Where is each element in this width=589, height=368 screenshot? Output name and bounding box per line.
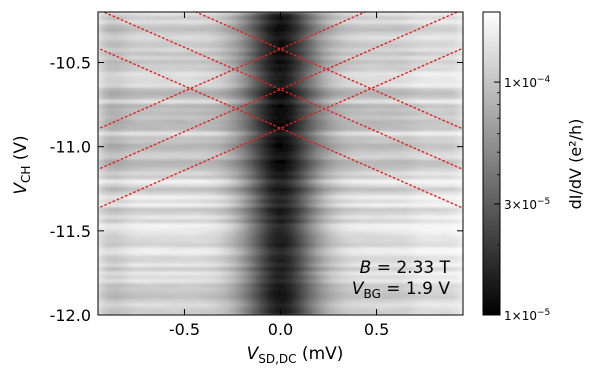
x-axis: -0.5 0.0 0.5 <box>169 12 389 339</box>
heatmap <box>98 12 463 315</box>
colorbar-tick-label: 3×10−5 <box>504 197 550 212</box>
x-tick-label: 0.0 <box>268 320 293 339</box>
y-tick-label: -11.0 <box>50 138 91 157</box>
y-axis-label: VCH (V) <box>11 135 33 194</box>
y-tick-label: -10.5 <box>50 54 91 73</box>
colorbar-tick-label: 1×10−4 <box>504 75 551 90</box>
y-tick-label: -11.5 <box>50 222 91 241</box>
x-tick-label: 0.5 <box>364 320 389 339</box>
x-axis-label: VSD,DC (mV) <box>247 344 344 366</box>
colorbar: 1×10−5 3×10−5 1×10−4 dI/dV (e²/h) <box>482 11 585 323</box>
colorbar-label: dI/dV (e²/h) <box>566 119 585 210</box>
colorbar-gradient <box>482 11 501 316</box>
y-tick-label: -12.0 <box>50 306 91 325</box>
annotation-field: B = 2.33 T <box>360 258 451 278</box>
annotation-gate: VBG = 1.9 V <box>352 279 450 301</box>
y-axis: -10.5 -11.0 -11.5 -12.0 <box>50 54 463 325</box>
x-tick-label: -0.5 <box>169 320 200 339</box>
colorbar-tick-label: 1×10−5 <box>504 308 550 323</box>
